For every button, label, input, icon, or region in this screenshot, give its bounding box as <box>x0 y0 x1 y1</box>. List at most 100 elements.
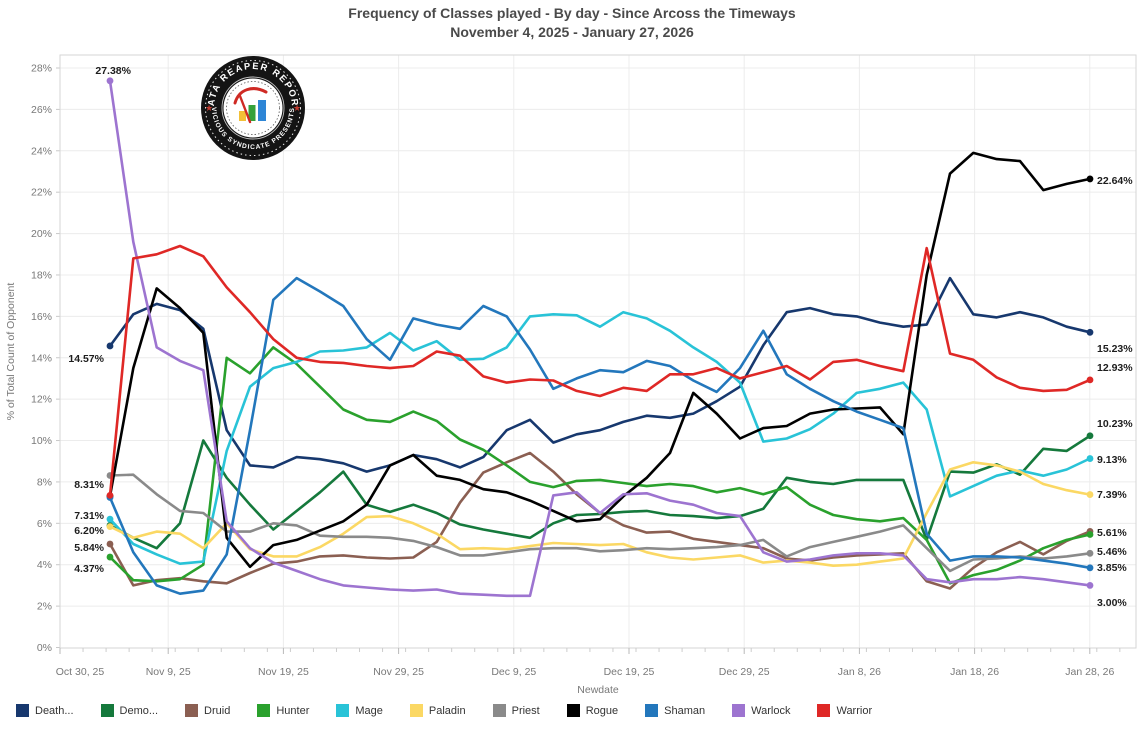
legend-swatch-hunter <box>257 704 271 717</box>
series-end-point-priest[interactable] <box>1086 549 1094 557</box>
series-start-label-paladin: 5.84% <box>74 542 104 554</box>
legend-item-warlock[interactable]: Warlock <box>732 704 790 717</box>
legend-item-druid[interactable]: Druid <box>185 704 230 717</box>
logo-scythe-icon <box>233 87 268 124</box>
series-line-demon-hunter[interactable] <box>108 434 1092 550</box>
y-tick-label: 8% <box>37 476 52 488</box>
series-start-label-warlock: 27.38% <box>95 65 131 77</box>
series-line-warrior[interactable] <box>108 244 1092 497</box>
chart-header: Frequency of Classes played - By day - S… <box>0 4 1144 42</box>
series-end-point-death-knight[interactable] <box>1086 328 1094 336</box>
series-end-point-warlock[interactable] <box>1086 582 1094 589</box>
legend-item-warrior[interactable]: Warrior <box>817 704 872 717</box>
series-end-point-mage[interactable] <box>1086 455 1094 462</box>
series-end-label-druid: 5.61% <box>1097 527 1127 539</box>
logo-star-left-icon: ★ <box>205 103 213 113</box>
legend-swatch-death-knight <box>16 704 29 717</box>
legend-item-paladin[interactable]: Paladin <box>409 704 466 717</box>
legend-label-warrior: Warrior <box>836 704 873 717</box>
plot-frame <box>59 54 1137 649</box>
x-tick-label: Nov 9, 25 <box>146 666 191 678</box>
legend-label-warlock: Warlock <box>751 704 791 717</box>
logo-star-right-icon: ★ <box>293 103 301 113</box>
series-end-point-demon-hunter[interactable] <box>1086 432 1094 440</box>
legend-swatch-mage <box>336 704 350 717</box>
series-start-point-warlock[interactable] <box>106 77 114 85</box>
x-tick-label: Nov 29, 25 <box>373 666 424 678</box>
series-line-death-knight[interactable] <box>108 276 1092 473</box>
series-end-label-shaman: 3.85% <box>1097 562 1127 574</box>
series-start-label-rogue: 7.31% <box>74 510 104 522</box>
legend-swatch-demon-hunter <box>100 704 114 717</box>
series-end-label-warlock: 3.00% <box>1097 597 1127 609</box>
series-end-label-paladin: 7.39% <box>1097 489 1127 501</box>
y-tick-label: 20% <box>31 228 52 240</box>
legend-item-death-knight[interactable]: Death... <box>16 704 74 717</box>
x-axis-title: Newdate <box>577 684 619 696</box>
y-tick-label: 28% <box>31 63 52 75</box>
x-tick-label: Dec 9, 25 <box>491 666 536 678</box>
series-end-label-mage: 9.13% <box>1097 454 1127 466</box>
x-tick-label: Dec 19, 25 <box>604 666 655 678</box>
y-tick-label: 26% <box>31 104 52 116</box>
legend-swatch-paladin <box>409 704 423 717</box>
x-tick-label: Dec 29, 25 <box>719 666 770 678</box>
legend-item-priest[interactable]: Priest <box>492 704 540 717</box>
legend-item-rogue[interactable]: Rogue <box>566 704 618 717</box>
series-end-point-shaman[interactable] <box>1086 564 1094 572</box>
data-reaper-logo: DATA REAPER REPORT VICIOUS SYNDICATE PRE… <box>201 56 305 160</box>
y-tick-label: 6% <box>37 518 52 530</box>
y-tick-label: 4% <box>37 559 52 571</box>
legend-item-hunter[interactable]: Hunter <box>257 704 309 717</box>
series-line-rogue[interactable] <box>108 151 1092 569</box>
series-start-label-priest: 8.31% <box>74 479 104 491</box>
legend-item-demon-hunter[interactable]: Demo... <box>100 704 159 717</box>
y-axis-title: % of Total Count of Opponent <box>5 283 17 421</box>
legend-label-priest: Priest <box>511 704 540 717</box>
series-line-hunter[interactable] <box>108 346 1092 585</box>
series-end-point-rogue[interactable] <box>1086 175 1094 183</box>
series-line-paladin[interactable] <box>108 460 1092 568</box>
legend-swatch-warlock <box>732 704 746 717</box>
legend-label-mage: Mage <box>355 704 383 717</box>
series-line-mage[interactable] <box>108 310 1092 566</box>
chart-subtitle: November 4, 2025 - January 27, 2026 <box>450 24 694 40</box>
series-start-label-mage: 6.20% <box>74 525 104 537</box>
series-start-point-death-knight[interactable] <box>106 342 114 350</box>
series-end-label-death-knight: 15.23% <box>1097 343 1133 355</box>
legend-item-mage[interactable]: Mage <box>336 704 383 717</box>
x-tick-label: Nov 19, 25 <box>258 666 309 678</box>
series-line-shaman[interactable] <box>108 276 1092 596</box>
series-line-warlock[interactable] <box>108 79 1092 598</box>
legend-swatch-warrior <box>817 704 831 717</box>
series-end-label-hunter: 5.46% <box>1097 546 1127 558</box>
series-start-point-warrior[interactable] <box>106 491 114 499</box>
series-end-point-warrior[interactable] <box>1086 376 1094 384</box>
legend-item-shaman[interactable]: Shaman <box>645 704 705 717</box>
line-chart[interactable]: 0% 2% 4% 6% 8% 10% 12% 14% 16% 18% 20% 22% 24% 26% 28%… <box>0 0 1144 700</box>
legend-swatch-druid <box>185 704 199 717</box>
legend-label-shaman: Shaman <box>664 704 706 717</box>
series-line-priest[interactable] <box>108 473 1092 573</box>
y-tick-label: 12% <box>31 394 52 406</box>
series-end-point-hunter[interactable] <box>1086 531 1094 538</box>
series-start-point-druid[interactable] <box>106 540 114 548</box>
x-tick-label: Jan 8, 26 <box>838 666 881 678</box>
series-start-point-mage[interactable] <box>106 515 114 523</box>
x-tick-label: Jan 18, 26 <box>950 666 999 678</box>
y-tick-label: 10% <box>31 435 52 447</box>
y-tick-label: 0% <box>37 642 52 654</box>
series-start-point-paladin[interactable] <box>106 523 114 531</box>
legend-label-demon-hunter: Demo... <box>119 704 159 717</box>
series-start-label-death-knight: 14.57% <box>68 353 104 365</box>
legend-swatch-priest <box>492 704 506 717</box>
y-tick-label: 2% <box>37 601 52 613</box>
series-start-point-hunter[interactable] <box>106 553 114 561</box>
y-tick-label: 22% <box>31 187 52 199</box>
legend-swatch-shaman <box>645 704 659 717</box>
y-tick-label: 24% <box>31 145 52 157</box>
series-end-point-paladin[interactable] <box>1086 491 1094 498</box>
series-start-label-hunter: 4.37% <box>74 563 104 575</box>
series-end-label-demon-hunter: 10.23% <box>1097 418 1133 430</box>
